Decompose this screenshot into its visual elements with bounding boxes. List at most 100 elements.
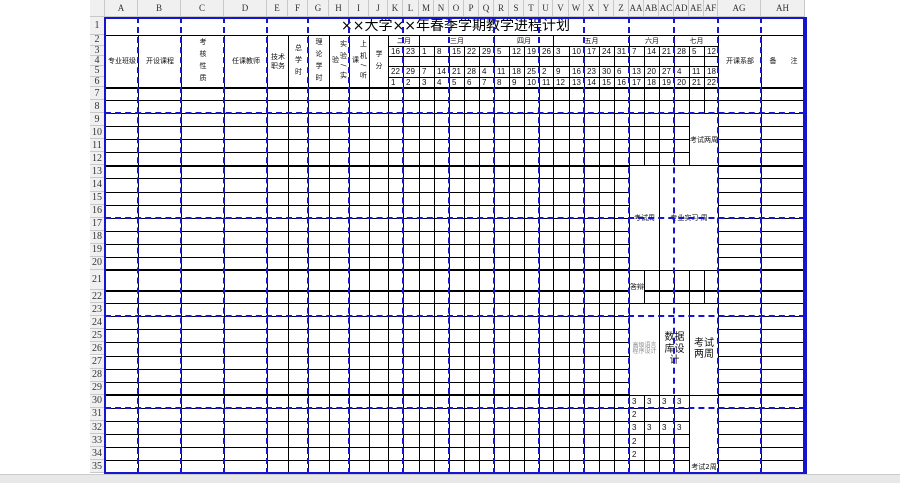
column-header-Z[interactable]: Z: [614, 0, 629, 17]
row-header-13[interactable]: 13: [90, 165, 105, 179]
week-number[interactable]: 21: [689, 76, 705, 88]
hours-cell[interactable]: 3: [629, 421, 645, 436]
hours-cell[interactable]: 3: [644, 421, 660, 436]
week-start-day[interactable]: 14: [644, 45, 660, 57]
week-number[interactable]: 9: [509, 76, 525, 88]
row-header-20[interactable]: 20: [90, 256, 105, 270]
header-total-hours[interactable]: 总学时: [288, 35, 309, 88]
row-header-7[interactable]: 7: [90, 87, 105, 101]
row-header-8[interactable]: 8: [90, 100, 105, 114]
column-header-AA[interactable]: AA: [629, 0, 644, 17]
header-theory-hours[interactable]: 理论学时: [308, 35, 330, 88]
page-break-horizontal[interactable]: [105, 112, 805, 115]
week-start-day[interactable]: 17: [584, 45, 600, 57]
row-header-27[interactable]: 27: [90, 355, 105, 369]
column-header-AB[interactable]: AB: [644, 0, 659, 17]
week-number[interactable]: 8: [494, 76, 510, 88]
row-header-30[interactable]: 30: [90, 394, 105, 408]
week-number[interactable]: 15: [599, 76, 615, 88]
page-break-horizontal[interactable]: [105, 406, 805, 409]
page-break-vertical[interactable]: [266, 17, 268, 474]
page-break-vertical[interactable]: [137, 17, 139, 474]
page-break-vertical[interactable]: [760, 17, 762, 474]
sheet-title[interactable]: ××大学××年春季学期教学进程计划: [105, 17, 806, 36]
row-header-16[interactable]: 16: [90, 204, 105, 218]
page-break-vertical[interactable]: [223, 17, 225, 474]
hours-cell[interactable]: 2: [629, 407, 645, 422]
exam-two-weeks-cell-2[interactable]: 考试两周: [689, 303, 719, 396]
row-header-1[interactable]: 1: [90, 17, 105, 35]
header-department[interactable]: 开课系部: [718, 35, 762, 88]
hours-cell[interactable]: 2: [629, 447, 645, 462]
column-header-AC[interactable]: AC: [659, 0, 674, 17]
column-header-U[interactable]: U: [539, 0, 553, 17]
header-title-rank[interactable]: 技术职务: [267, 35, 289, 88]
defense-cell[interactable]: 答辩: [629, 269, 645, 305]
column-header-J[interactable]: J: [369, 0, 388, 17]
week-start-day[interactable]: 5: [494, 45, 510, 57]
week-start-day[interactable]: 24: [599, 45, 615, 57]
column-header-F[interactable]: F: [288, 0, 308, 17]
row-header-14[interactable]: 14: [90, 178, 105, 192]
row-header-22[interactable]: 22: [90, 290, 105, 304]
page-break-vertical[interactable]: [717, 17, 719, 474]
row-header-21[interactable]: 21: [90, 269, 105, 290]
column-header-C[interactable]: C: [181, 0, 224, 17]
page-break-horizontal[interactable]: [105, 216, 805, 219]
hours-cell[interactable]: 2: [629, 434, 645, 449]
row-header-19[interactable]: 19: [90, 243, 105, 257]
hours-cell[interactable]: 3: [674, 421, 690, 436]
row-header-29[interactable]: 29: [90, 381, 105, 395]
row-header-17[interactable]: 17: [90, 217, 105, 231]
column-header-B[interactable]: B: [138, 0, 181, 17]
week-start-day[interactable]: 22: [464, 45, 480, 57]
column-header-S[interactable]: S: [509, 0, 524, 17]
week-start-day[interactable]: 5: [689, 45, 705, 57]
week-number[interactable]: 17: [629, 76, 645, 88]
row-header-28[interactable]: 28: [90, 368, 105, 382]
header-teacher[interactable]: 任课教师: [224, 35, 268, 88]
column-header-AD[interactable]: AD: [674, 0, 689, 17]
header-exam-type[interactable]: 考核性质: [181, 35, 225, 88]
header-major-class[interactable]: 专业班级: [105, 35, 139, 88]
column-header-X[interactable]: X: [584, 0, 599, 17]
column-header-L[interactable]: L: [403, 0, 419, 17]
row-header-24[interactable]: 24: [90, 316, 105, 330]
column-header-O[interactable]: O: [449, 0, 464, 17]
header-computer-hours[interactable]: 上机/听课: [349, 35, 370, 88]
week-start-day[interactable]: 15: [449, 45, 465, 57]
column-header-G[interactable]: G: [308, 0, 329, 17]
row-header-26[interactable]: 26: [90, 342, 105, 356]
page-break-vertical[interactable]: [348, 17, 350, 474]
week-start-day[interactable]: 7: [629, 45, 645, 57]
week-number[interactable]: 11: [539, 76, 554, 88]
column-header-Q[interactable]: Q: [479, 0, 494, 17]
column-header-N[interactable]: N: [434, 0, 449, 17]
week-start-day[interactable]: 28: [674, 45, 690, 57]
row-header-18[interactable]: 18: [90, 230, 105, 244]
column-header-AF[interactable]: AF: [704, 0, 718, 17]
row-header-34[interactable]: 34: [90, 447, 105, 461]
select-all-corner[interactable]: [90, 0, 105, 17]
week-start-day[interactable]: 23: [403, 45, 420, 57]
column-header-K[interactable]: K: [388, 0, 403, 17]
row-header-15[interactable]: 15: [90, 191, 105, 205]
row-header-11[interactable]: 11: [90, 139, 105, 153]
week-number[interactable]: 2: [403, 76, 420, 88]
column-header-W[interactable]: W: [569, 0, 584, 17]
week-start-day[interactable]: 1: [419, 45, 435, 57]
page-break-vertical[interactable]: [673, 17, 675, 474]
column-header-A[interactable]: A: [105, 0, 138, 17]
page-break-vertical[interactable]: [583, 17, 585, 474]
column-header-AG[interactable]: AG: [718, 0, 761, 17]
row-header-6[interactable]: 6: [90, 76, 105, 87]
week-number[interactable]: 6: [464, 76, 480, 88]
header-remarks[interactable]: 备 注: [761, 35, 806, 88]
week-start-day[interactable]: 12: [509, 45, 525, 57]
page-break-vertical[interactable]: [307, 17, 309, 474]
week-number[interactable]: 12: [553, 76, 570, 88]
column-header-R[interactable]: R: [494, 0, 509, 17]
page-break-horizontal[interactable]: [105, 315, 805, 318]
page-break-vertical[interactable]: [402, 17, 404, 474]
